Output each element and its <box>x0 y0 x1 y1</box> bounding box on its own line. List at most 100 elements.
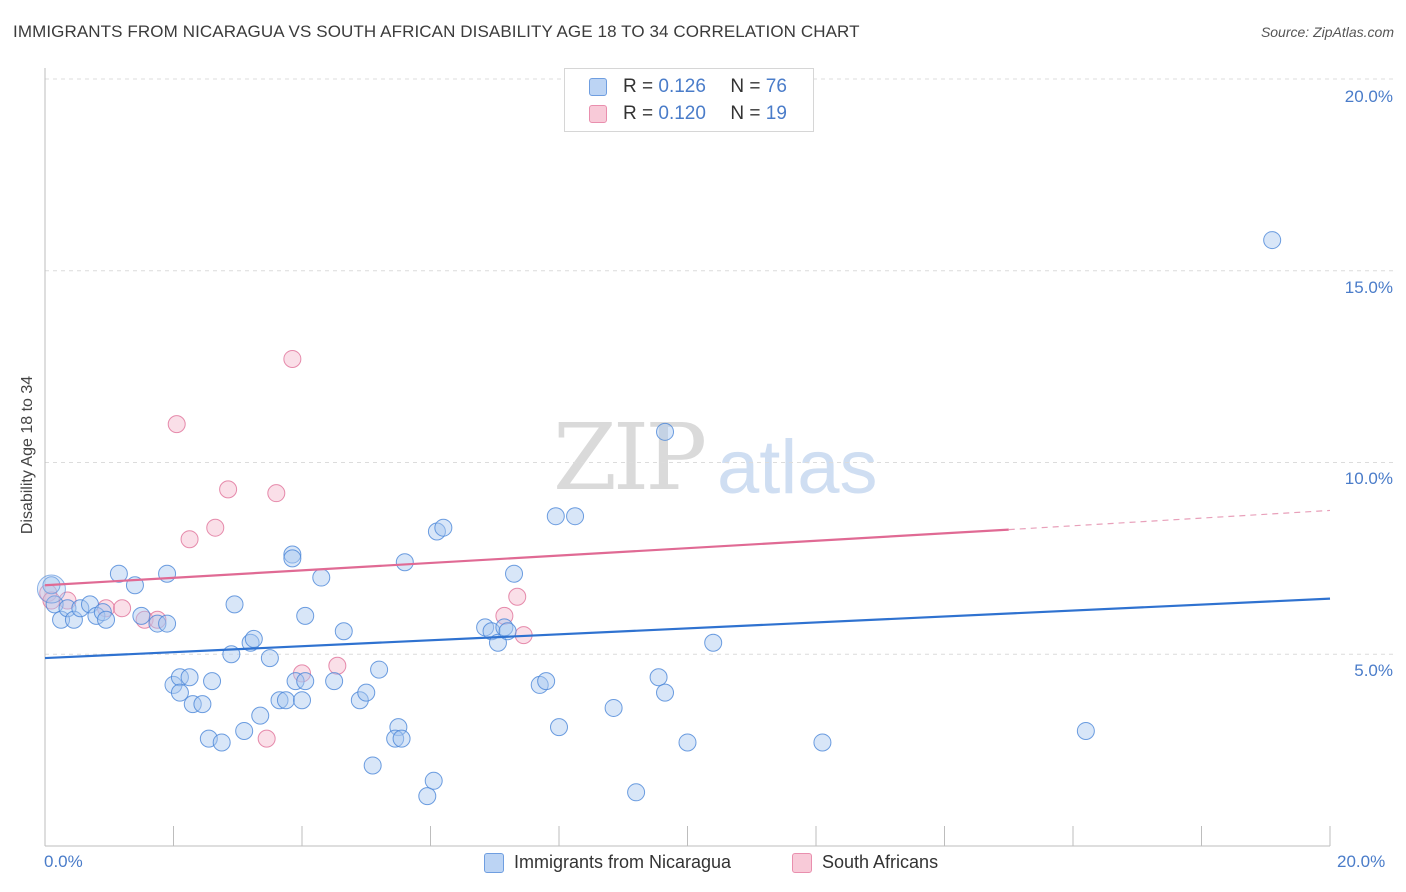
point-nicaragua <box>64 610 83 629</box>
point-nicaragua <box>656 422 675 441</box>
point-nicaragua <box>296 606 315 625</box>
y-axis-label: Disability Age 18 to 34 <box>19 375 36 535</box>
point-nicaragua <box>158 564 177 583</box>
point-nicaragua <box>235 721 254 740</box>
point-nicaragua <box>418 787 437 806</box>
point-south-africans <box>113 599 132 618</box>
bottom-swatch-blue <box>484 852 504 873</box>
point-nicaragua <box>334 622 353 641</box>
point-nicaragua <box>392 729 411 748</box>
point-nicaragua <box>389 718 408 737</box>
trendline-nicaragua <box>44 597 1331 660</box>
point-nicaragua <box>550 718 568 737</box>
trendline-south-africans <box>44 528 1009 587</box>
n-label: N = <box>730 76 761 97</box>
point-south-africans <box>180 530 199 549</box>
point-nicaragua <box>52 610 71 629</box>
point-nicaragua <box>212 733 231 752</box>
point-nicaragua <box>286 672 305 691</box>
bottom-swatch-pink <box>792 852 812 873</box>
point-nicaragua <box>180 668 199 687</box>
n-value: 76 <box>765 76 787 97</box>
point-nicaragua <box>148 614 167 633</box>
x-tick-label-left: 0.0% <box>44 852 83 871</box>
point-nicaragua <box>158 614 177 633</box>
point-nicaragua <box>325 672 344 691</box>
point-nicaragua <box>434 518 453 537</box>
legend-swatch-blue <box>589 78 607 96</box>
stats-legend: R = 0.126 N = 76 R = 0.120 N = 19 <box>564 68 814 132</box>
legend-row-nicaragua: R = 0.126 N = 76 <box>589 76 787 98</box>
point-south-africans <box>283 349 302 368</box>
n-value: 19 <box>765 103 787 124</box>
point-nicaragua <box>244 629 263 648</box>
r-value: 0.126 <box>658 76 706 97</box>
point-nicaragua <box>813 733 832 752</box>
point-nicaragua <box>1076 721 1095 740</box>
bottom-legend-nicaragua: Immigrants from Nicaragua <box>484 852 731 873</box>
r-label: R = <box>623 76 654 97</box>
point-nicaragua <box>386 729 405 748</box>
point-nicaragua <box>283 545 302 564</box>
point-nicaragua <box>58 599 77 618</box>
point-nicaragua <box>350 691 369 710</box>
point-nicaragua <box>170 668 189 687</box>
point-nicaragua <box>424 771 443 790</box>
point-nicaragua <box>270 691 289 710</box>
point-nicaragua <box>649 668 668 687</box>
point-nicaragua <box>395 553 414 572</box>
legend-row-south-africans: R = 0.120 N = 19 <box>589 103 787 125</box>
point-south-africans <box>219 480 238 499</box>
point-nicaragua <box>370 660 389 679</box>
point-nicaragua <box>627 783 646 802</box>
point-nicaragua <box>203 672 222 691</box>
point-nicaragua <box>109 564 128 583</box>
point-nicaragua <box>656 683 675 702</box>
point-nicaragua <box>363 756 382 775</box>
point-nicaragua <box>1263 231 1282 250</box>
point-nicaragua <box>488 633 507 652</box>
source-credit: Source: ZipAtlas.com <box>1260 24 1394 40</box>
point-nicaragua <box>164 675 183 694</box>
point-nicaragua <box>537 672 556 691</box>
point-nicaragua <box>293 691 311 710</box>
point-south-africans <box>328 656 347 675</box>
bottom-legend-south-africans: South Africans <box>792 852 938 873</box>
point-nicaragua <box>183 695 202 714</box>
watermark-zip: ZIP <box>553 404 707 511</box>
point-nicaragua <box>604 698 623 717</box>
watermark-atlas: atlas <box>717 425 878 510</box>
bottom-legend-label: South Africans <box>822 852 939 872</box>
y-tick-label: 5.0% <box>1354 661 1393 680</box>
point-nicaragua <box>296 672 315 691</box>
point-nicaragua <box>704 633 723 652</box>
point-nicaragua <box>251 706 270 725</box>
point-nicaragua <box>566 507 585 526</box>
point-nicaragua-large <box>36 574 66 604</box>
chart-title: IMMIGRANTS FROM NICARAGUA VS SOUTH AFRIC… <box>13 22 860 41</box>
point-south-africans <box>167 415 186 434</box>
n-label: N = <box>730 103 761 124</box>
bottom-legend-label: Immigrants from Nicaragua <box>514 852 732 872</box>
point-nicaragua <box>97 610 116 629</box>
point-nicaragua <box>312 568 331 587</box>
point-nicaragua <box>71 599 90 618</box>
point-nicaragua <box>678 733 697 752</box>
point-nicaragua <box>193 695 212 714</box>
r-value: 0.120 <box>658 103 706 124</box>
trendline-south-africans-extrapolated <box>1008 509 1331 531</box>
legend-swatch-pink <box>589 105 607 123</box>
point-south-africans <box>267 484 286 503</box>
point-nicaragua <box>225 595 244 614</box>
y-tick-label: 10.0% <box>1344 469 1393 488</box>
x-tick-label-right: 20.0% <box>1337 852 1386 871</box>
point-south-africans <box>257 729 276 748</box>
point-south-africans <box>508 587 527 606</box>
point-nicaragua <box>283 549 302 568</box>
point-nicaragua <box>546 507 565 526</box>
point-south-africans <box>206 518 225 537</box>
point-nicaragua <box>276 691 295 710</box>
point-nicaragua <box>170 683 189 702</box>
r-label: R = <box>623 103 654 124</box>
